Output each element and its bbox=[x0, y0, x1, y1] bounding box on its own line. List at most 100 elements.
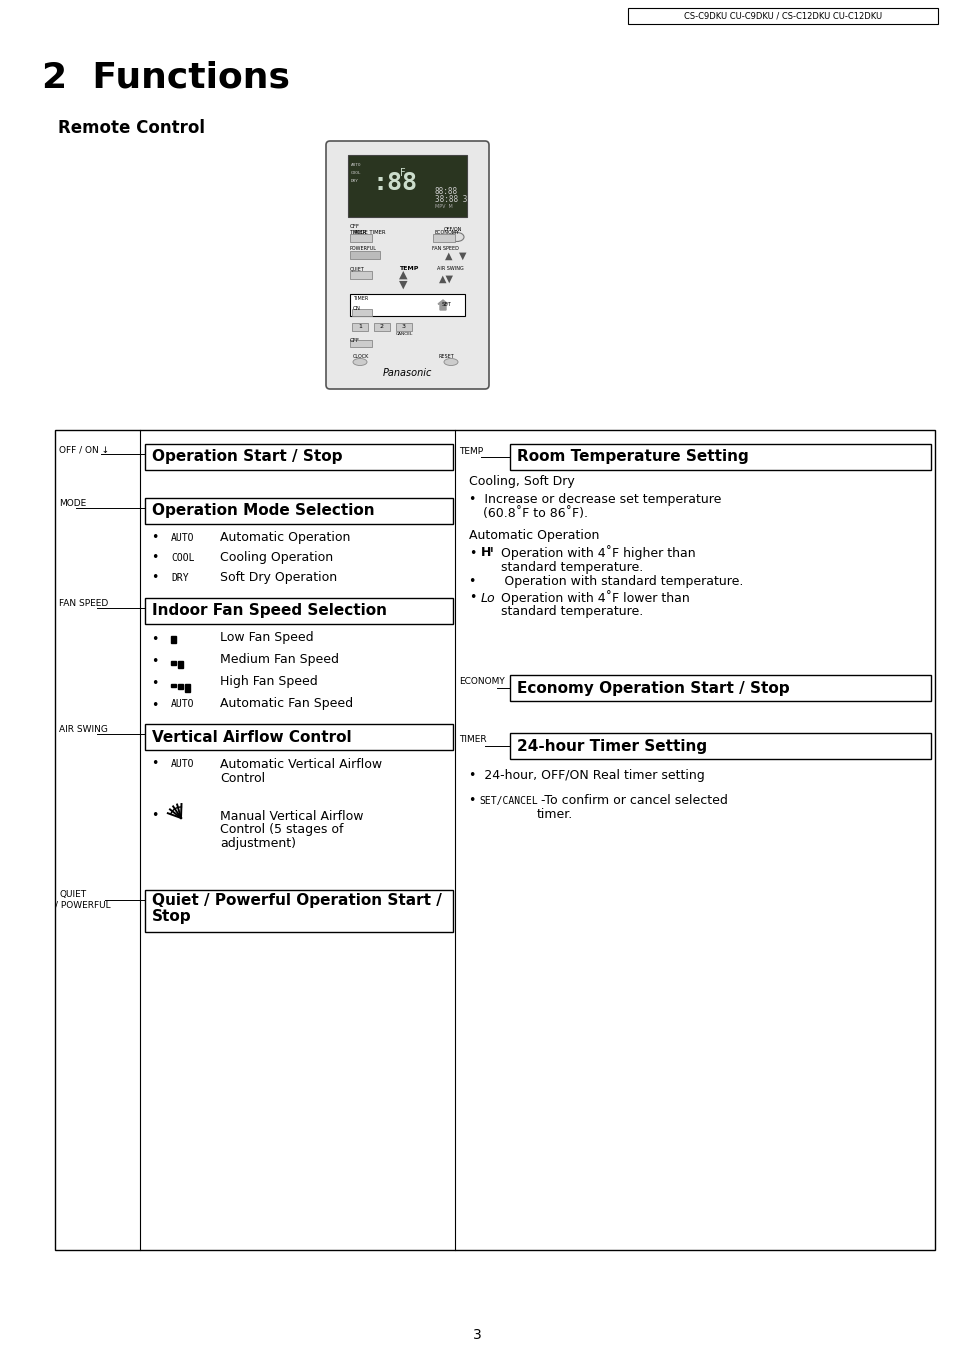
Text: -To confirm or cancel selected: -To confirm or cancel selected bbox=[537, 794, 727, 808]
Text: F: F bbox=[399, 168, 405, 178]
Text: •: • bbox=[469, 794, 484, 808]
Text: OFF: OFF bbox=[350, 224, 359, 230]
Text: MPV  M: MPV M bbox=[435, 204, 453, 209]
Bar bbox=[374, 323, 390, 331]
Bar bbox=[348, 155, 467, 218]
Text: Cooling, Soft Dry: Cooling, Soft Dry bbox=[469, 476, 574, 489]
Text: FAN SPEED: FAN SPEED bbox=[432, 246, 458, 251]
Text: ▼: ▼ bbox=[458, 251, 466, 261]
Text: CLOCK: CLOCK bbox=[353, 354, 369, 358]
FancyBboxPatch shape bbox=[326, 141, 489, 389]
Text: SET/CANCEL: SET/CANCEL bbox=[478, 796, 537, 807]
Text: ▲: ▲ bbox=[398, 270, 407, 280]
Text: AUTO: AUTO bbox=[171, 698, 194, 709]
Bar bbox=[433, 234, 455, 242]
Text: TIMER: TIMER bbox=[353, 296, 368, 301]
Text: TIMER  TIMER: TIMER TIMER bbox=[350, 231, 385, 235]
Text: CS-C9DKU CU-C9DKU / CS-C12DKU CU-C12DKU: CS-C9DKU CU-C9DKU / CS-C12DKU CU-C12DKU bbox=[683, 12, 882, 20]
Text: DRY: DRY bbox=[351, 178, 358, 182]
Ellipse shape bbox=[443, 358, 457, 366]
Text: •: • bbox=[152, 551, 158, 565]
Text: Automatic Operation: Automatic Operation bbox=[220, 531, 350, 544]
Bar bbox=[145, 598, 453, 624]
Text: Automatic Fan Speed: Automatic Fan Speed bbox=[220, 697, 353, 711]
Bar bbox=[510, 734, 930, 759]
Text: RESET: RESET bbox=[438, 354, 455, 358]
Text: ▲▼: ▲▼ bbox=[438, 274, 454, 284]
Text: FAN SPEED: FAN SPEED bbox=[59, 600, 108, 608]
Text: Remote Control: Remote Control bbox=[58, 119, 205, 136]
Text: :88: :88 bbox=[373, 172, 417, 195]
Ellipse shape bbox=[353, 358, 367, 366]
Bar bbox=[352, 309, 372, 316]
Text: Operation with 4˚F higher than: Operation with 4˚F higher than bbox=[500, 546, 695, 561]
Text: 3: 3 bbox=[472, 1328, 481, 1342]
Text: ON: ON bbox=[353, 305, 360, 311]
Text: High Fan Speed: High Fan Speed bbox=[220, 676, 317, 689]
Text: QUIET: QUIET bbox=[350, 266, 364, 272]
Text: Indoor Fan Speed Selection: Indoor Fan Speed Selection bbox=[152, 604, 387, 619]
Text: •: • bbox=[152, 531, 158, 544]
Text: Control (5 stages of: Control (5 stages of bbox=[220, 824, 343, 836]
Text: •  Increase or decrease set temperature: • Increase or decrease set temperature bbox=[469, 493, 720, 505]
Text: •: • bbox=[152, 677, 158, 689]
Bar bbox=[171, 636, 175, 643]
Text: ▼: ▼ bbox=[398, 280, 407, 290]
Text: COOL: COOL bbox=[351, 172, 361, 176]
Text: TEMP: TEMP bbox=[398, 266, 418, 272]
Text: Soft Dry Operation: Soft Dry Operation bbox=[220, 571, 336, 585]
Text: Operation Mode Selection: Operation Mode Selection bbox=[152, 504, 375, 519]
Bar bbox=[350, 234, 372, 242]
Text: POWERFUL: POWERFUL bbox=[350, 246, 376, 251]
Text: •: • bbox=[469, 592, 476, 604]
Text: AUTO: AUTO bbox=[171, 534, 194, 543]
Bar bbox=[171, 684, 175, 688]
Text: Hᴵ: Hᴵ bbox=[480, 547, 494, 559]
Text: •: • bbox=[152, 654, 158, 667]
Text: Medium Fan Speed: Medium Fan Speed bbox=[220, 654, 338, 666]
Text: standard temperature.: standard temperature. bbox=[500, 605, 642, 619]
Text: •: • bbox=[152, 758, 158, 770]
Text: •: • bbox=[152, 571, 158, 585]
Bar bbox=[627, 8, 937, 24]
Bar bbox=[395, 323, 412, 331]
Bar bbox=[178, 661, 183, 667]
Bar bbox=[350, 340, 372, 347]
Bar bbox=[145, 890, 453, 932]
Text: ECONOMY: ECONOMY bbox=[458, 677, 504, 686]
Text: MODE: MODE bbox=[59, 500, 86, 508]
Text: •: • bbox=[152, 809, 158, 823]
Text: / POWERFUL: / POWERFUL bbox=[55, 901, 111, 909]
Text: 2: 2 bbox=[379, 324, 384, 330]
Text: COOL: COOL bbox=[171, 553, 194, 563]
Text: TEMP: TEMP bbox=[458, 446, 482, 455]
Text: OFF: OFF bbox=[350, 338, 359, 343]
Text: Room Temperature Setting: Room Temperature Setting bbox=[517, 450, 748, 465]
Bar bbox=[178, 684, 183, 689]
Text: 1: 1 bbox=[357, 324, 361, 330]
Text: standard temperature.: standard temperature. bbox=[500, 561, 642, 574]
Text: CANCEL: CANCEL bbox=[395, 332, 413, 336]
Text: ▲: ▲ bbox=[445, 251, 453, 261]
Bar bbox=[145, 444, 453, 470]
Text: Vertical Airflow Control: Vertical Airflow Control bbox=[152, 730, 352, 744]
Text: •  24-hour, OFF/ON Real timer setting: • 24-hour, OFF/ON Real timer setting bbox=[469, 769, 704, 781]
Text: Automatic Vertical Airflow: Automatic Vertical Airflow bbox=[220, 758, 382, 770]
Text: Operation Start / Stop: Operation Start / Stop bbox=[152, 450, 342, 465]
Text: Operation with 4˚F lower than: Operation with 4˚F lower than bbox=[500, 590, 689, 605]
Text: AIR SWING: AIR SWING bbox=[436, 266, 463, 272]
Text: 2  Functions: 2 Functions bbox=[42, 61, 290, 95]
Text: adjustment): adjustment) bbox=[220, 838, 295, 851]
Text: AIR SWING: AIR SWING bbox=[59, 725, 108, 735]
Text: (60.8˚F to 86˚F).: (60.8˚F to 86˚F). bbox=[482, 507, 587, 520]
Text: ECONOMY: ECONOMY bbox=[435, 230, 459, 235]
Text: TIMER: TIMER bbox=[458, 735, 486, 744]
Text: Control: Control bbox=[220, 771, 265, 785]
Text: •: • bbox=[152, 698, 158, 712]
Text: 3: 3 bbox=[401, 324, 406, 330]
Text: SET: SET bbox=[441, 301, 452, 307]
Text: 38:88 3: 38:88 3 bbox=[435, 195, 467, 204]
Text: 88:88: 88:88 bbox=[435, 186, 457, 196]
Text: Economy Operation Start / Stop: Economy Operation Start / Stop bbox=[517, 681, 789, 696]
Bar bbox=[510, 444, 930, 470]
